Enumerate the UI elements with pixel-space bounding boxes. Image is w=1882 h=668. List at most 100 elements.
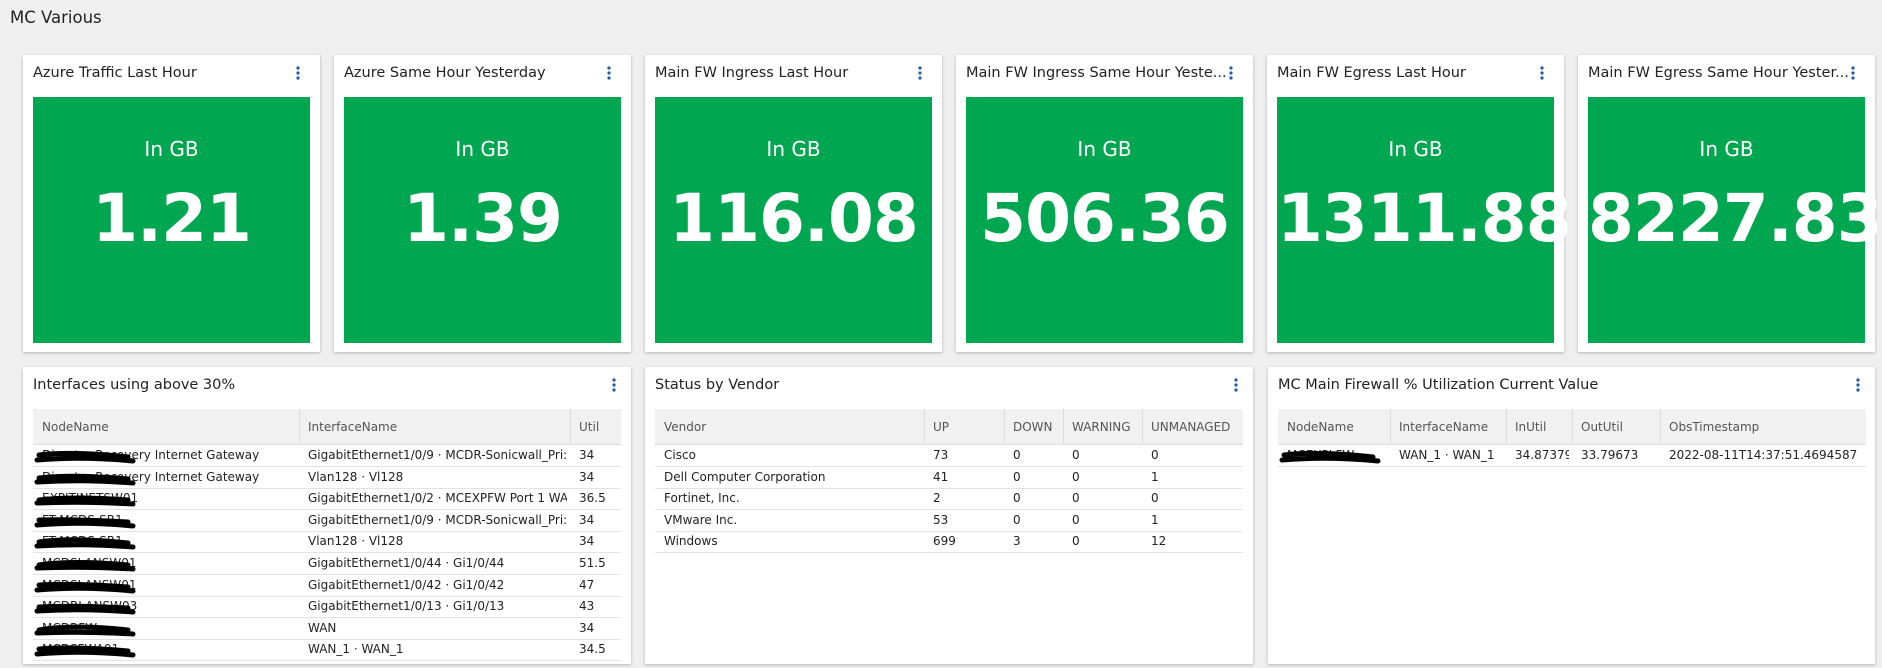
table-cell: GigabitEthernet1/0/44 · Gi1/0/44 bbox=[308, 556, 505, 570]
table-cell: 34 bbox=[579, 534, 595, 549]
column-header: InterfaceName bbox=[308, 420, 398, 434]
menu-button[interactable] bbox=[611, 377, 617, 393]
row-divider bbox=[33, 466, 621, 467]
tile-value: 116.08 bbox=[669, 180, 919, 257]
table-cell: 53 bbox=[933, 512, 949, 527]
table-cell: GigabitEthernet1/0/13 · Gi1/0/13 bbox=[308, 599, 505, 614]
table-cell: Vlan128 · Vl128 bbox=[308, 534, 404, 549]
row-divider bbox=[33, 487, 621, 489]
table-cell: 51.5 bbox=[579, 556, 606, 570]
row-divider bbox=[655, 530, 1243, 532]
table-cell: 47 bbox=[579, 577, 595, 592]
tile-title: Main FW Egress Same Hour Yester... bbox=[1588, 65, 1848, 81]
tile-panel: Azure Traffic Last Hour In GB 1.21 bbox=[23, 55, 320, 352]
table-cell: VMware Inc. bbox=[664, 512, 738, 527]
menu-icon bbox=[1229, 66, 1233, 80]
redaction bbox=[33, 643, 143, 659]
table-cell: 34 bbox=[579, 620, 595, 635]
table-cell: 43 bbox=[579, 599, 595, 614]
tile-title: Main FW Ingress Last Hour bbox=[655, 65, 849, 81]
redaction-scribble bbox=[34, 537, 136, 550]
column-header: DOWN bbox=[1013, 420, 1053, 434]
table-cell: 2022-08-11T14:37:51.4694587 bbox=[1669, 448, 1858, 462]
table-cell: Dell Computer Corporation bbox=[664, 469, 826, 484]
column-header: ObsTimestamp bbox=[1669, 420, 1760, 434]
table-cell: 41 bbox=[933, 469, 949, 484]
menu-button[interactable] bbox=[1539, 65, 1545, 81]
menu-button[interactable] bbox=[1855, 377, 1861, 393]
tile-panel: Main FW Ingress Same Hour Yeste... In GB 5… bbox=[956, 55, 1253, 352]
table-cell: 0 bbox=[1072, 534, 1080, 549]
redaction-scribble bbox=[34, 581, 136, 594]
tile-panel: Main FW Ingress Last Hour In GB 116.08 bbox=[645, 55, 942, 352]
column-divider bbox=[570, 409, 571, 445]
table-cell: 33.79673 bbox=[1581, 448, 1639, 462]
table-cell: 34.5 bbox=[579, 642, 606, 657]
table-cell: 34 bbox=[579, 512, 595, 527]
menu-icon bbox=[607, 66, 611, 80]
column-header: UP bbox=[933, 420, 950, 434]
menu-button[interactable] bbox=[917, 65, 923, 81]
row-divider bbox=[1278, 466, 1866, 467]
redaction-scribble bbox=[34, 517, 136, 529]
menu-button[interactable] bbox=[606, 65, 612, 81]
menu-icon bbox=[1856, 378, 1860, 392]
redaction-scribble bbox=[34, 603, 136, 615]
table-cell: 1 bbox=[1151, 512, 1159, 527]
table-cell: 699 bbox=[933, 534, 956, 549]
row-divider bbox=[33, 574, 621, 575]
redaction-scribble bbox=[1279, 450, 1381, 464]
menu-button[interactable] bbox=[1228, 65, 1234, 81]
column-divider bbox=[1660, 409, 1661, 445]
column-header: UNMANAGED bbox=[1151, 420, 1231, 434]
menu-button[interactable] bbox=[295, 65, 301, 81]
tile-label: In GB bbox=[1388, 137, 1443, 161]
table-cell: 0 bbox=[1013, 491, 1021, 506]
column-header: Util bbox=[579, 420, 600, 434]
table-cell: 34 bbox=[579, 448, 595, 462]
tile-body: In GB 8227.83 bbox=[1588, 97, 1882, 343]
table-panel: Status by Vendor Vendor UP DOWN WARNING UNMAN… bbox=[645, 367, 1253, 664]
menu-button[interactable] bbox=[1850, 65, 1856, 81]
menu-button[interactable] bbox=[1233, 377, 1239, 393]
redaction bbox=[33, 579, 143, 595]
table-header-bg bbox=[655, 409, 1243, 445]
table-panel: Interfaces using above 30% NodeName Interf… bbox=[23, 367, 631, 664]
table-panel: MC Main Firewall % Utilization Current V… bbox=[1268, 367, 1875, 664]
table-cell: Cisco bbox=[664, 448, 696, 462]
table-cell: 0 bbox=[1151, 448, 1159, 462]
page-title: MC Various bbox=[10, 8, 102, 27]
column-header: NodeName bbox=[42, 420, 109, 434]
row-divider bbox=[33, 617, 621, 619]
table-cell: 0 bbox=[1072, 448, 1080, 462]
redaction-scribble bbox=[34, 495, 136, 507]
table-cell: 0 bbox=[1072, 491, 1080, 506]
table-cell: 0 bbox=[1072, 512, 1080, 527]
row-divider bbox=[33, 530, 621, 532]
tile-value: 1.21 bbox=[92, 180, 252, 257]
menu-icon bbox=[1234, 378, 1238, 392]
redaction bbox=[33, 471, 143, 487]
table-cell: GigabitEthernet1/0/42 · Gi1/0/42 bbox=[308, 577, 505, 592]
redaction-scribble bbox=[34, 473, 136, 486]
redaction bbox=[33, 492, 143, 508]
table-cell: WAN_1 · WAN_1 bbox=[308, 642, 404, 657]
table-cell: 1 bbox=[1151, 469, 1159, 484]
table-cell: 36.5 bbox=[579, 491, 606, 506]
table-title: Status by Vendor bbox=[655, 377, 780, 393]
column-divider bbox=[1506, 409, 1507, 445]
redaction bbox=[33, 600, 143, 616]
redaction bbox=[33, 535, 143, 551]
row-divider bbox=[655, 487, 1243, 489]
tile-title: Main FW Ingress Same Hour Yeste... bbox=[966, 65, 1226, 81]
tile-body: In GB 116.08 bbox=[655, 97, 932, 343]
redaction-scribble bbox=[34, 624, 136, 637]
row-divider bbox=[655, 552, 1243, 554]
table-cell: Fortinet, Inc. bbox=[664, 491, 740, 506]
table-title: MC Main Firewall % Utilization Current V… bbox=[1278, 377, 1599, 393]
row-divider bbox=[33, 638, 621, 640]
table-header-bg bbox=[33, 409, 621, 445]
tile-label: In GB bbox=[1699, 137, 1754, 161]
column-header: WARNING bbox=[1072, 420, 1131, 434]
